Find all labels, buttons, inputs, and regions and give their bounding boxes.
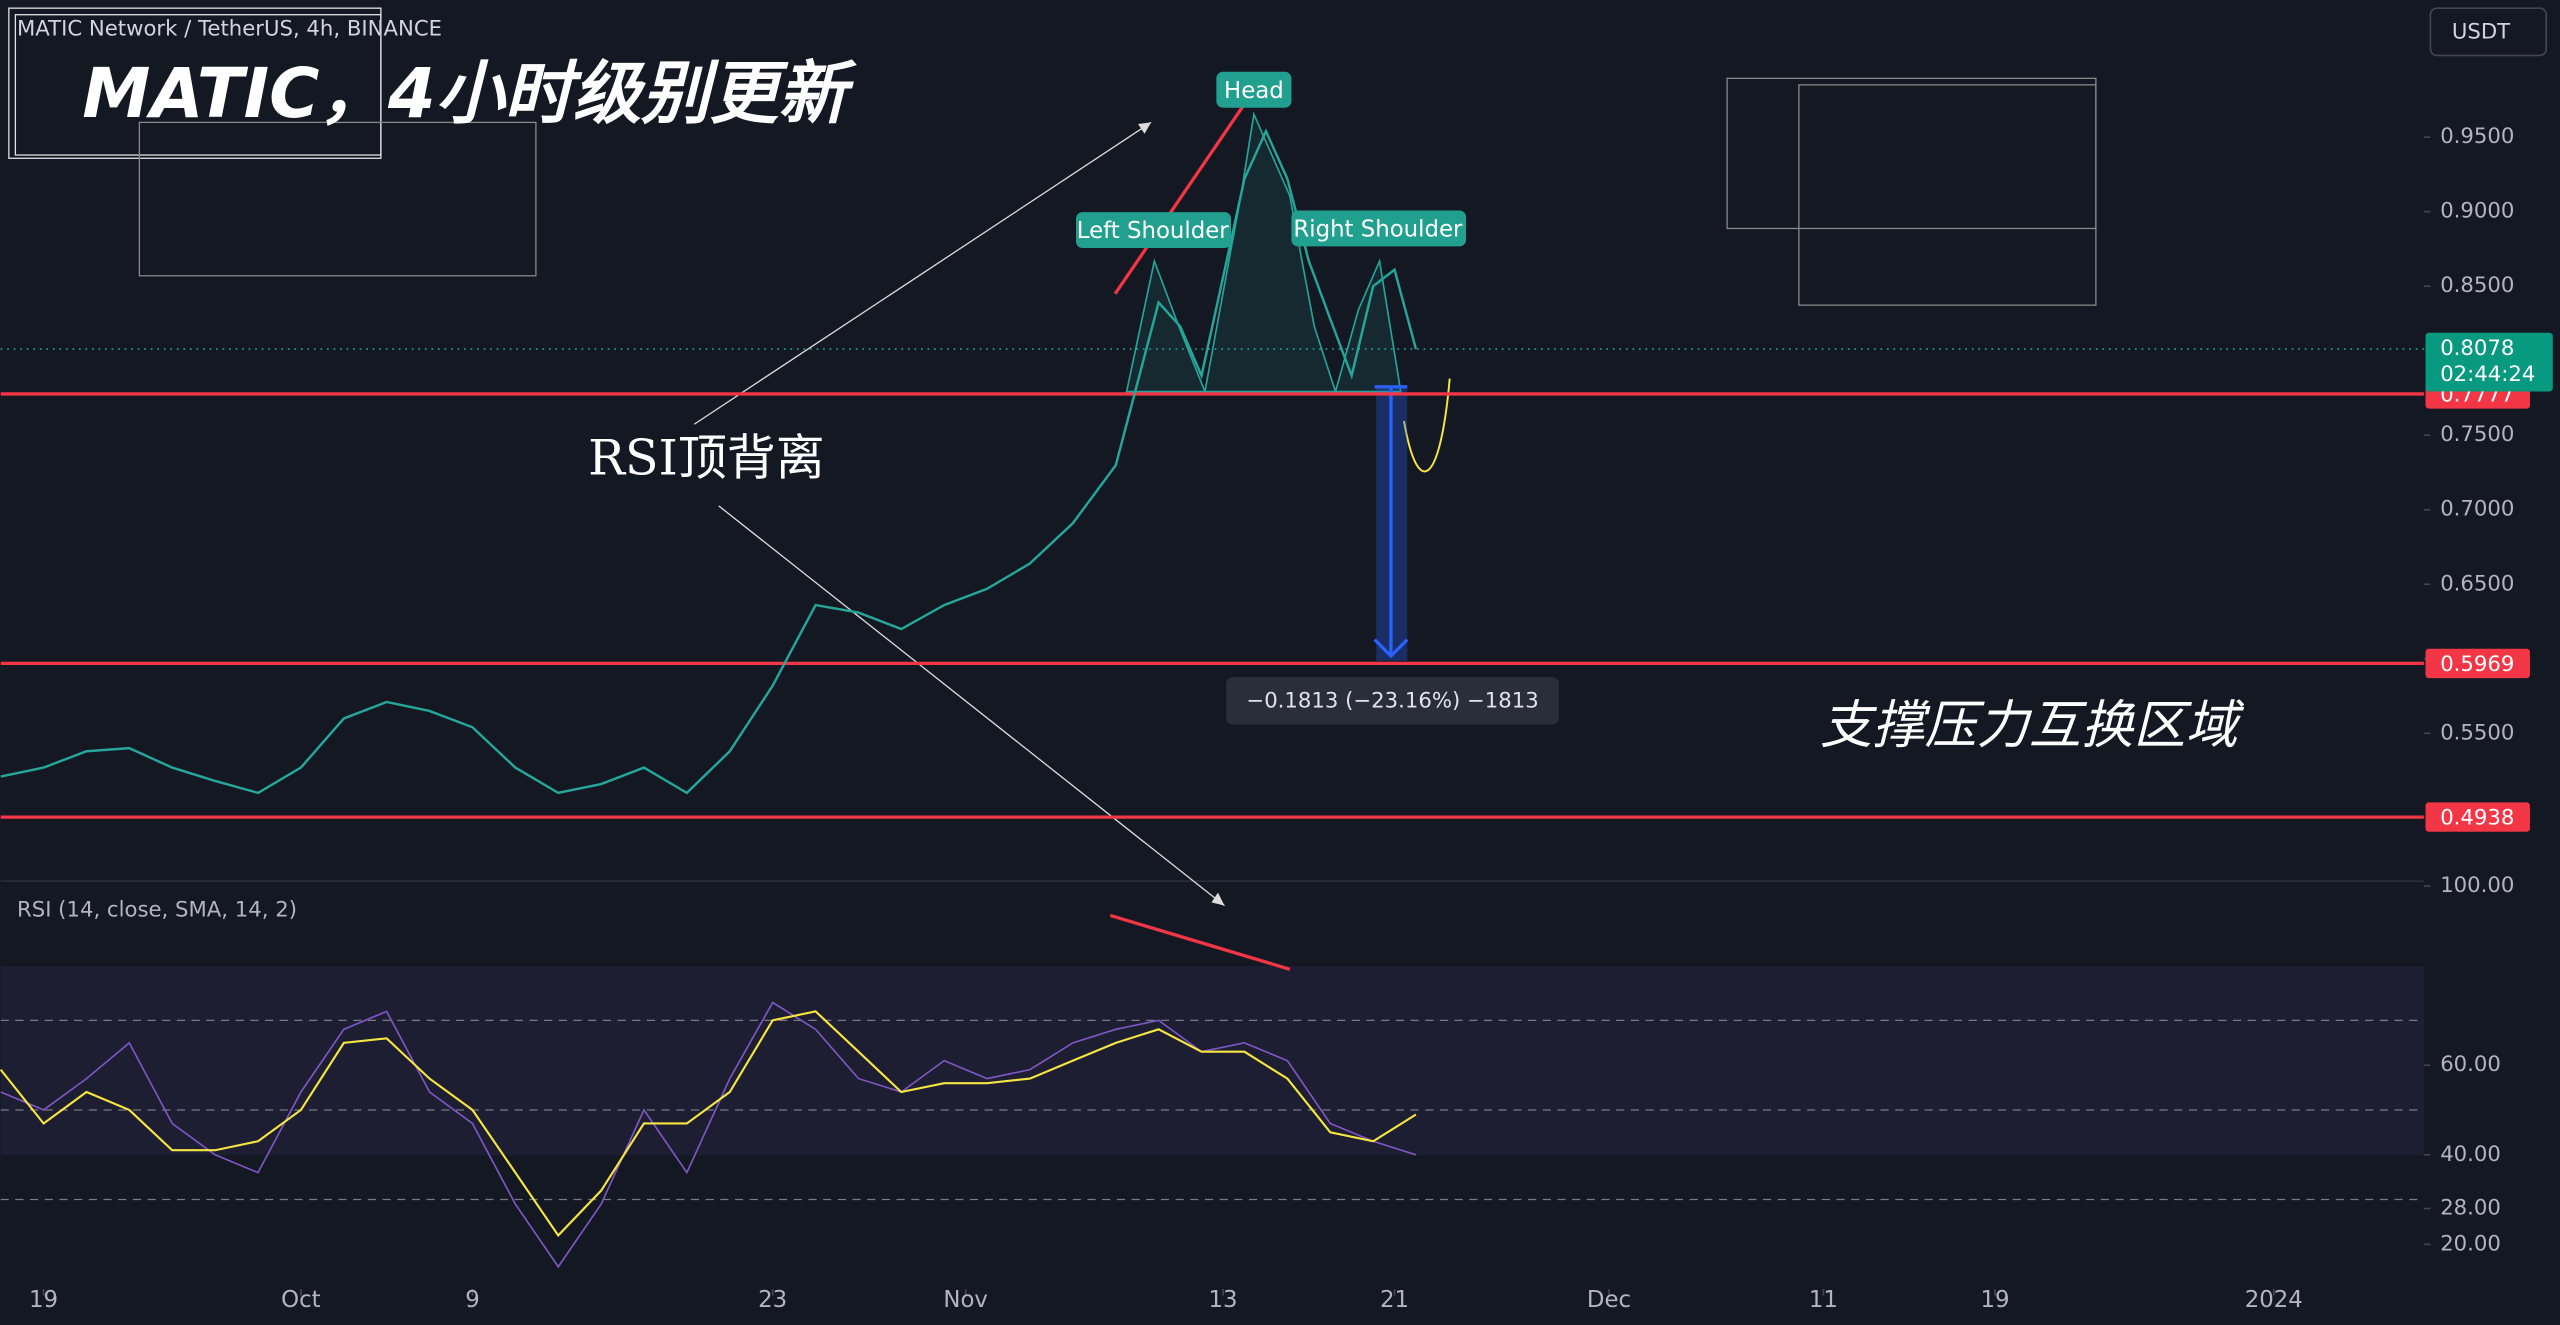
data-line	[0, 128, 1418, 795]
measure-label: −0.1813 (−23.16%) −1813	[1246, 689, 1538, 714]
y-tick-label: 40.00	[2440, 1142, 2501, 1167]
arrow-head	[1138, 122, 1152, 134]
trend-line	[1113, 72, 1267, 295]
chart-title: MATIC，4小时级别更新	[82, 54, 857, 134]
x-tick-label: Dec	[1587, 1287, 1631, 1313]
trend-line	[1109, 913, 1291, 971]
boxes	[8, 7, 2097, 306]
y-tick-label: 0.5500	[2440, 720, 2514, 745]
box	[1798, 84, 2097, 306]
y-tick-label: 60.00	[2440, 1052, 2501, 1077]
pattern-label: Right Shoulder	[1293, 217, 1463, 243]
pattern-label: Left Shoulder	[1077, 218, 1229, 244]
x-tick-label: 23	[758, 1287, 787, 1313]
symbol: MATIC Network / TetherUS, 4h, BINANCE	[17, 16, 442, 41]
data-line	[0, 1001, 1417, 1269]
y-tick-label: 0.7500	[2440, 422, 2514, 447]
x-tick-label: 13	[1208, 1287, 1237, 1313]
x-tick-label: Oct	[281, 1287, 321, 1313]
measure-arrow-head	[1373, 638, 1409, 659]
projection	[1403, 378, 1451, 473]
y-tick-label: 0.9500	[2440, 124, 2514, 149]
label-box	[1076, 212, 1232, 249]
price-label: 0.5969	[2440, 652, 2514, 677]
arrow	[718, 505, 1225, 907]
x-tick-label: Nov	[943, 1287, 988, 1313]
y-tick-label: 28.00	[2440, 1195, 2501, 1220]
y-tick-label: 0.7000	[2440, 497, 2514, 522]
y-tick-label: 0.8500	[2440, 273, 2514, 298]
countdown: 02:44:24	[2440, 362, 2535, 387]
y-tick-label: 0.9000	[2440, 199, 2514, 224]
box	[138, 121, 537, 277]
annotation: 支撑压力互换区域	[1820, 696, 2244, 756]
price-label-box	[2425, 802, 2530, 832]
x-tick-label: 19	[29, 1287, 58, 1313]
rsi-title: RSI (14, close, SMA, 14, 2)	[17, 898, 297, 923]
currency-button[interactable]	[2429, 7, 2548, 57]
x-tick-label: 2024	[2245, 1287, 2303, 1313]
x-tick-label: 21	[1380, 1287, 1409, 1313]
y-tick-label: 100.00	[2440, 873, 2514, 898]
box	[14, 14, 382, 156]
rsi-band-fill	[0, 966, 2424, 1156]
x-tick-label: 19	[1980, 1287, 2009, 1313]
pattern-label: Head	[1224, 78, 1284, 104]
arrow-head	[1211, 892, 1225, 906]
arrow	[693, 121, 1152, 425]
price-label: 0.4938	[2440, 806, 2514, 831]
annotation: RSI顶背离	[588, 429, 825, 486]
data-line	[0, 1010, 1417, 1238]
last-price-box	[2425, 332, 2553, 392]
y-tick-label: 0.6500	[2440, 571, 2514, 596]
x-tick-label: 11	[1809, 1287, 1838, 1313]
y-tick-label: 20.00	[2440, 1231, 2501, 1256]
price-label-box	[2425, 648, 2530, 679]
label-box	[1291, 210, 1467, 247]
last-price-label: 0.8078	[2440, 336, 2514, 361]
x-tick-label: 9	[465, 1287, 480, 1313]
label-box	[1216, 71, 1292, 108]
measure-box	[1226, 677, 1560, 725]
currency[interactable]: USDT	[2452, 20, 2511, 45]
